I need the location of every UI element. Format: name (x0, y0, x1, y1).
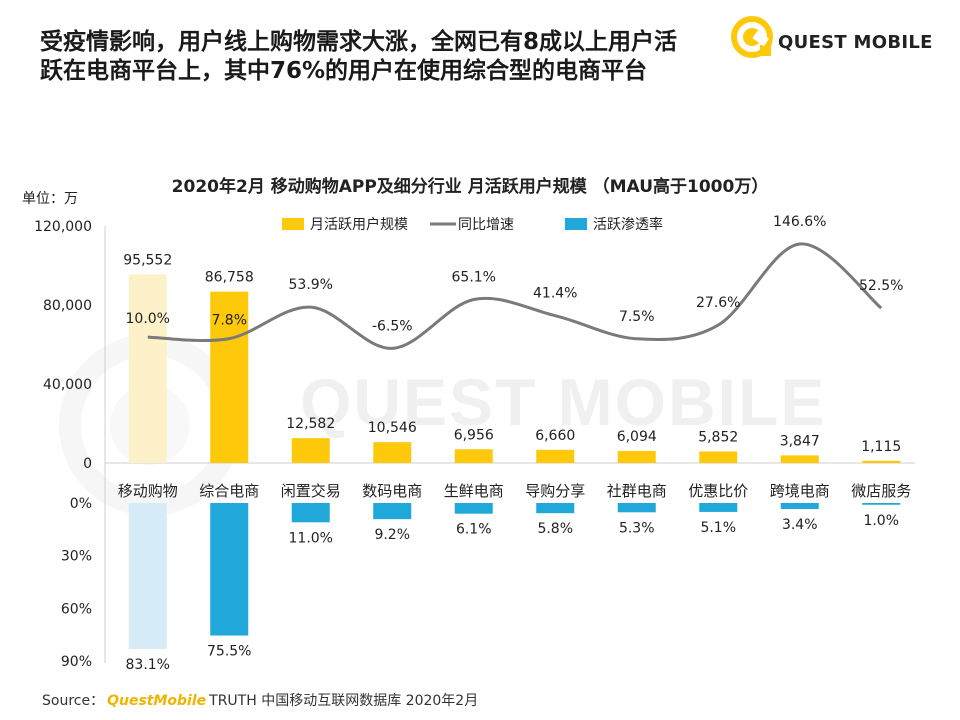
penetration-label: 11.0% (289, 530, 333, 546)
headline: 受疫情影响，用户线上购物需求大涨，全网已有8成以上用户活 跃在电商平台上，其中7… (40, 28, 720, 86)
mau-value-label: 5,852 (698, 429, 738, 445)
penetration-label: 3.4% (782, 517, 818, 533)
mau-bar (210, 291, 249, 463)
category-label: 导购分享 (525, 482, 585, 500)
penetration-bar (373, 503, 412, 520)
mau-bar (454, 449, 493, 463)
unit-label: 单位：万 (22, 191, 78, 207)
category-label: 生鲜电商 (444, 482, 504, 500)
y-tick-label: 0 (83, 456, 92, 472)
mau-bar (536, 449, 575, 463)
mau-bar (291, 438, 330, 463)
growth-label: 7.5% (619, 309, 655, 325)
y-tick-label: 80,000 (43, 298, 92, 314)
legend-label: 活跃渗透率 (593, 216, 663, 233)
y-tick-label-lower: 60% (61, 601, 92, 617)
category-label: 社群电商 (607, 482, 667, 500)
penetration-label: 6.1% (456, 522, 492, 538)
source-brand: QuestMobile (107, 693, 207, 709)
y-tick-label: 40,000 (43, 377, 92, 393)
footer: Source： QuestMobile TRUTH 中国移动互联网数据库 2020年… (42, 690, 478, 710)
mau-value-label: 6,660 (535, 428, 575, 444)
penetration-bar (291, 503, 330, 523)
penetration-label: 1.0% (863, 513, 899, 529)
growth-label: 52.5% (859, 278, 903, 294)
penetration-label: 5.1% (700, 520, 736, 536)
mau-value-label: 10,546 (368, 420, 417, 436)
growth-label: 27.6% (696, 295, 740, 311)
category-label: 微店服务 (851, 482, 911, 500)
category-label: 优惠比价 (688, 482, 748, 500)
category-label: 综合电商 (199, 482, 259, 500)
growth-label: -6.5% (372, 318, 413, 334)
y-tick-label-lower: 90% (61, 654, 92, 670)
penetration-bar (128, 503, 167, 649)
mau-value-label: 86,758 (205, 270, 254, 286)
mau-bar (862, 460, 901, 463)
category-label: 跨境电商 (770, 482, 830, 500)
growth-label: 53.9% (289, 277, 333, 293)
growth-label: 41.4% (533, 286, 577, 302)
chat-bubble-icon (731, 16, 773, 58)
brand-name: QUEST MOBILE (778, 32, 933, 53)
mau-value-label: 1,115 (861, 439, 901, 455)
penetration-bar (210, 503, 249, 636)
mau-bar (373, 442, 412, 463)
legend: 月活跃用户规模 同比增速 活跃渗透率 (282, 216, 663, 233)
legend-label: 月活跃用户规模 (310, 216, 408, 233)
quest-mobile-logo (731, 16, 773, 58)
penetration-bar (454, 503, 493, 514)
penetration-label: 75.5% (207, 644, 251, 660)
y-ticks-lower: 0% 30% 60% 90% (61, 496, 92, 670)
growth-label: 65.1% (452, 270, 496, 286)
mau-bar (617, 450, 656, 463)
mau-value-label: 95,552 (123, 252, 172, 268)
data-labels: 移动购物 95,552 83.1% 综合电商 86,758 75.5% 闲置交易 12,582… (118, 214, 912, 673)
category-label: 移动购物 (118, 482, 178, 500)
mau-bar (128, 274, 167, 463)
y-tick-label: 120,000 (34, 219, 92, 235)
legend-label: 同比增速 (458, 217, 514, 233)
mau-value-label: 6,094 (617, 429, 657, 445)
penetration-bar (862, 503, 901, 505)
mau-value-label: 12,582 (286, 416, 335, 432)
headline-line-1: 受疫情影响，用户线上购物需求大涨，全网已有8成以上用户活 (40, 29, 678, 55)
penetration-label: 5.3% (619, 520, 655, 536)
penetration-bar (617, 503, 656, 513)
penetration-bars (128, 503, 901, 649)
growth-label: 146.6% (773, 214, 826, 230)
penetration-bar (780, 503, 819, 509)
y-ticks-upper: 0 40,000 80,000 120,000 (34, 219, 92, 472)
y-tick-label-lower: 30% (61, 549, 92, 565)
watermark-text: QUEST MOBILE (300, 365, 826, 439)
legend-swatch-mau (282, 218, 304, 230)
mau-value-label: 3,847 (780, 433, 820, 449)
growth-label: 7.8% (211, 313, 247, 329)
penetration-label: 5.8% (537, 521, 573, 537)
source-prefix: Source： (42, 693, 105, 709)
legend-swatch-penetration (565, 218, 587, 230)
headline-line-2: 跃在电商平台上，其中76%的用户在使用综合型的电商平台 (40, 58, 648, 84)
penetration-label: 83.1% (126, 657, 170, 673)
growth-line (147, 242, 883, 350)
chart-title: 2020年2月 移动购物APP及细分行业 月活跃用户规模 （MAU高于1000万… (172, 176, 769, 197)
y-tick-label-lower: 0% (70, 496, 92, 512)
mau-bars (128, 274, 901, 463)
category-label: 闲置交易 (281, 482, 341, 500)
source-suffix: TRUTH 中国移动互联网数据库 2020年2月 (209, 693, 479, 709)
penetration-label: 9.2% (374, 527, 410, 543)
penetration-bar (699, 503, 738, 512)
category-label: 数码电商 (362, 482, 422, 500)
mau-value-label: 6,956 (454, 427, 494, 443)
mau-bar (699, 451, 738, 463)
penetration-bar (536, 503, 575, 514)
mau-bar (780, 455, 819, 463)
growth-label: 10.0% (126, 311, 170, 327)
